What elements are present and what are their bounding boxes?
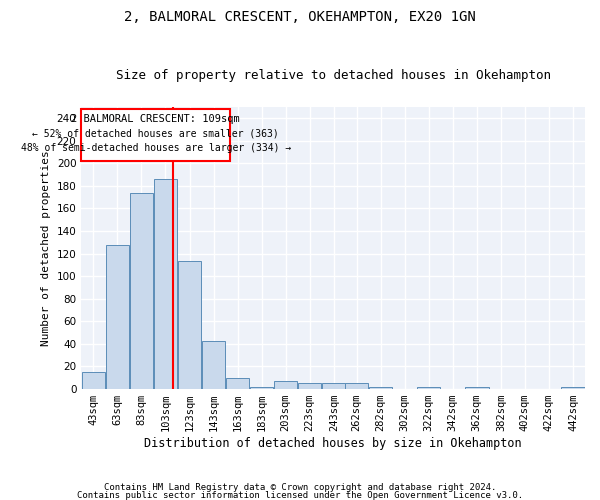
Bar: [250, 387, 274, 389]
Bar: [82, 372, 105, 389]
Bar: [154, 179, 177, 389]
Bar: [561, 387, 584, 389]
Bar: [202, 340, 225, 389]
Y-axis label: Number of detached properties: Number of detached properties: [41, 150, 51, 346]
Text: ← 52% of detached houses are smaller (363): ← 52% of detached houses are smaller (36…: [32, 128, 279, 138]
Bar: [369, 387, 392, 389]
Bar: [417, 387, 440, 389]
Title: Size of property relative to detached houses in Okehampton: Size of property relative to detached ho…: [116, 69, 551, 82]
Bar: [274, 381, 298, 389]
Text: 2, BALMORAL CRESCENT, OKEHAMPTON, EX20 1GN: 2, BALMORAL CRESCENT, OKEHAMPTON, EX20 1…: [124, 10, 476, 24]
Bar: [130, 192, 153, 389]
Text: 48% of semi-detached houses are larger (334) →: 48% of semi-detached houses are larger (…: [21, 143, 291, 153]
Text: Contains public sector information licensed under the Open Government Licence v3: Contains public sector information licen…: [77, 490, 523, 500]
Bar: [226, 378, 250, 389]
Text: Contains HM Land Registry data © Crown copyright and database right 2024.: Contains HM Land Registry data © Crown c…: [104, 484, 496, 492]
Bar: [345, 384, 368, 389]
Bar: [322, 384, 346, 389]
X-axis label: Distribution of detached houses by size in Okehampton: Distribution of detached houses by size …: [145, 437, 522, 450]
Bar: [106, 244, 129, 389]
Bar: [465, 387, 488, 389]
Text: 2 BALMORAL CRESCENT: 109sqm: 2 BALMORAL CRESCENT: 109sqm: [71, 114, 240, 124]
Bar: [178, 262, 201, 389]
FancyBboxPatch shape: [82, 109, 230, 161]
Bar: [298, 384, 322, 389]
